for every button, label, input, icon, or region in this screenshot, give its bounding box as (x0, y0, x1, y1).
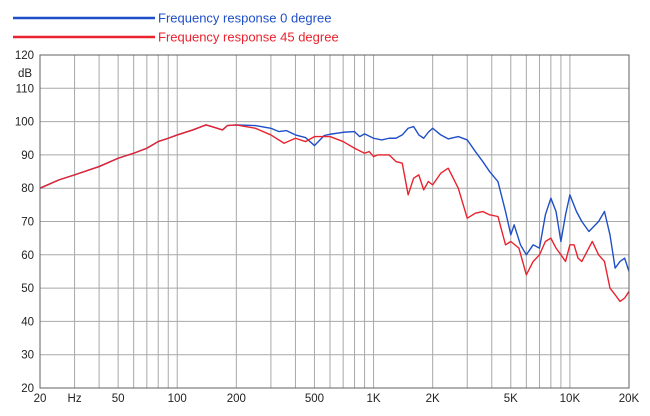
x-tick-label: 5K (504, 393, 518, 405)
y-tick-label: 110 (16, 83, 34, 95)
y-tick-label: 70 (21, 217, 34, 229)
x-tick-label: 20K (619, 393, 640, 405)
y-tick-label: 30 (21, 350, 34, 362)
y-tick-label: 100 (15, 117, 34, 129)
legend-label: Frequency response 45 degree (158, 30, 339, 45)
x-axis-ticks: 20 Hz 50 100 200 500 1K 2K 5K 10K 20K (34, 393, 640, 405)
x-tick-label: 200 (227, 393, 246, 405)
x-tick-label: 2K (426, 393, 440, 405)
x-tick-label: 10K (560, 393, 581, 405)
x-tick-label: 100 (168, 393, 187, 405)
series-line-45-degree (40, 124, 629, 303)
y-tick-label: 50 (21, 283, 34, 295)
plot-frame (39, 54, 630, 389)
legend-label: Frequency response 0 degree (158, 11, 331, 26)
legend: Frequency response 0 degree Frequency res… (13, 11, 339, 45)
x-tick-label: 500 (305, 393, 324, 405)
y-axis-ticks: 20 30 40 50 60 70 80 90 100 110 120 (15, 50, 34, 395)
x-tick-label: Hz (68, 393, 82, 405)
x-tick-label: 50 (112, 393, 125, 405)
y-tick-label: 80 (21, 183, 34, 195)
y-tick-label: 20 (21, 383, 34, 395)
grid (40, 55, 629, 388)
y-tick-label: 40 (21, 316, 34, 328)
y-tick-label: 90 (21, 150, 34, 162)
series-layer (40, 124, 629, 303)
x-tick-label: 20 (34, 393, 47, 405)
y-tick-label: 120 (15, 50, 34, 62)
y-axis-label: dB (18, 68, 32, 80)
x-tick-label: 1K (367, 393, 381, 405)
y-tick-label: 60 (21, 250, 34, 262)
